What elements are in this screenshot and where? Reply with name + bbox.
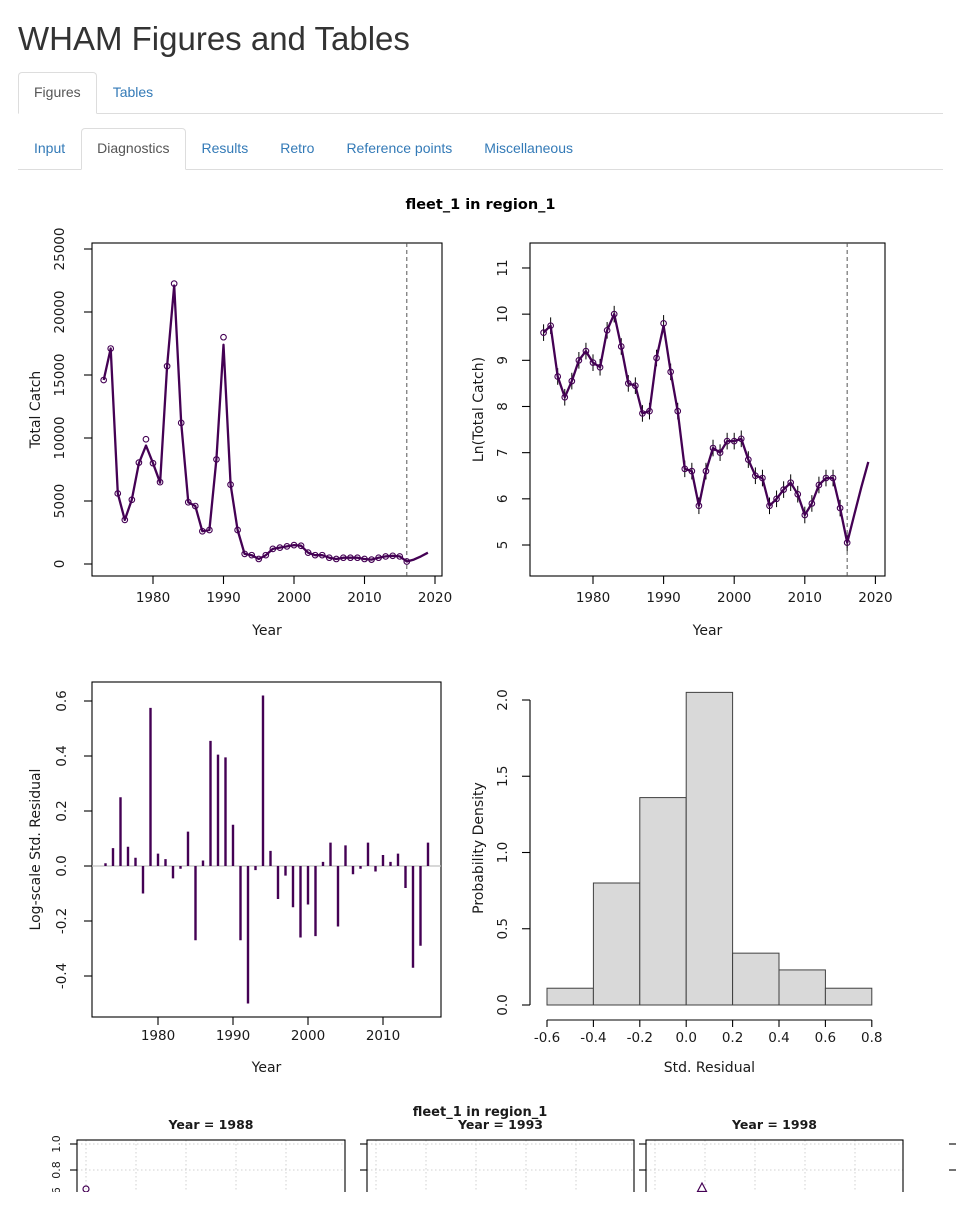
tab-reference-points[interactable]: Reference points <box>330 128 468 170</box>
svg-text:0: 0 <box>52 559 68 568</box>
svg-text:10: 10 <box>495 305 511 322</box>
tab-results[interactable]: Results <box>186 128 265 170</box>
tab-retro[interactable]: Retro <box>264 128 330 170</box>
svg-text:-0.6: -0.6 <box>534 1030 560 1046</box>
svg-text:1990: 1990 <box>216 1028 250 1044</box>
chart-residual-histogram: 0.0 0.5 1.0 1.5 2.0 -0.6 -0.4 -0.2 0.0 0.2 0.4 0.6 0… <box>471 689 883 1076</box>
svg-text:1.5: 1.5 <box>495 765 511 786</box>
diagnostics-figure-area: fleet_1 in region_1 0 5000 10000 15000 20000… <box>0 170 961 1192</box>
svg-text:7: 7 <box>495 448 511 457</box>
svg-text:Year: Year <box>251 623 282 639</box>
svg-text:fleet_1 in region_1: fleet_1 in region_1 <box>413 1105 548 1120</box>
secondary-tab-bar: Input Diagnostics Results Retro Referenc… <box>18 127 943 170</box>
svg-text:2.0: 2.0 <box>495 689 511 710</box>
svg-text:2010: 2010 <box>366 1028 400 1044</box>
svg-text:0.0: 0.0 <box>675 1030 696 1046</box>
svg-text:15000: 15000 <box>52 353 68 396</box>
svg-text:0.6: 0.6 <box>54 690 70 711</box>
svg-text:1980: 1980 <box>141 1028 175 1044</box>
svg-text:6: 6 <box>495 494 511 503</box>
svg-text:1990: 1990 <box>206 590 240 606</box>
tab-diagnostics[interactable]: Diagnostics <box>81 127 186 170</box>
svg-text:Year: Year <box>251 1060 282 1076</box>
chart-log-scale-std-residual: -0.4 -0.2 0.0 0.2 0.4 0.6 1980 1990 2000 2010 Year… <box>28 681 442 1076</box>
svg-text:0.8: 0.8 <box>861 1030 882 1046</box>
svg-text:2000: 2000 <box>277 590 311 606</box>
primary-tab-bar: Figures Tables <box>18 72 943 114</box>
svg-text:0.0: 0.0 <box>495 994 511 1015</box>
svg-text:2020: 2020 <box>418 590 452 606</box>
tab-diagnostics-link[interactable]: Diagnostics <box>81 127 186 170</box>
svg-text:0.4: 0.4 <box>768 1030 789 1046</box>
svg-text:1.0: 1.0 <box>495 842 511 863</box>
svg-text:Year: Year <box>692 623 723 639</box>
page-title: WHAM Figures and Tables <box>18 20 410 57</box>
svg-text:2010: 2010 <box>347 590 381 606</box>
svg-text:Ln(Total Catch): Ln(Total Catch) <box>471 357 487 462</box>
tab-input-link[interactable]: Input <box>34 139 66 156</box>
svg-text:Probability Density: Probability Density <box>471 782 487 914</box>
svg-text:5000: 5000 <box>52 484 68 518</box>
svg-text:2000: 2000 <box>717 590 751 606</box>
tab-retro-link[interactable]: Retro <box>280 139 315 156</box>
svg-text:8: 8 <box>495 402 511 411</box>
svg-text:20000: 20000 <box>52 290 68 333</box>
svg-text:2000: 2000 <box>291 1028 325 1044</box>
figure-title: fleet_1 in region_1 <box>405 196 556 213</box>
tab-figures[interactable]: Figures <box>18 72 97 114</box>
svg-text:0.6: 0.6 <box>815 1030 836 1046</box>
svg-text:Year = 1993: Year = 1993 <box>457 1117 543 1132</box>
tab-tables-link[interactable]: Tables <box>112 84 154 100</box>
svg-text:2010: 2010 <box>788 590 822 606</box>
svg-text:25000: 25000 <box>52 227 68 270</box>
tab-miscellaneous-link[interactable]: Miscellaneous <box>484 139 573 156</box>
svg-text:0.2: 0.2 <box>722 1030 743 1046</box>
svg-text:1980: 1980 <box>136 590 170 606</box>
svg-text:1.0: 1.0 <box>50 1135 63 1153</box>
svg-text:-0.4: -0.4 <box>54 963 70 989</box>
svg-text:0.2: 0.2 <box>54 800 70 821</box>
tab-figures-link[interactable]: Figures <box>18 72 97 114</box>
svg-text:0.4: 0.4 <box>54 745 70 766</box>
svg-text:Year = 1988: Year = 1988 <box>168 1117 254 1132</box>
svg-text:-0.2: -0.2 <box>54 908 70 934</box>
svg-text:-0.4: -0.4 <box>580 1030 606 1046</box>
chart-total-catch: 0 5000 10000 15000 20000 25000 1980 1990 2000 201… <box>28 227 452 639</box>
svg-text:1980: 1980 <box>576 590 610 606</box>
svg-text:0.5: 0.5 <box>495 918 511 939</box>
tab-reference-points-link[interactable]: Reference points <box>346 139 453 156</box>
chart-age-comp-panels: fleet_1 in region_1 Year = 1988 Year = 199… <box>50 1105 956 1192</box>
svg-text:Total Catch: Total Catch <box>28 370 44 449</box>
chart-ln-total-catch: 5 6 7 8 9 10 11 1980 1990 2000 2010 2020 Year Ln(Tota… <box>471 242 893 639</box>
svg-text:11: 11 <box>495 259 511 276</box>
svg-text:Log-scale Std. Residual: Log-scale Std. Residual <box>28 768 44 930</box>
svg-text:9: 9 <box>495 356 511 365</box>
svg-text:-0.2: -0.2 <box>627 1030 653 1046</box>
svg-text:Year = 1998: Year = 1998 <box>731 1117 817 1132</box>
wham-report-page: { "page": { "title": "WHAM Figures and T… <box>0 20 961 1219</box>
svg-text:5: 5 <box>495 540 511 549</box>
tab-input[interactable]: Input <box>18 128 81 170</box>
svg-text:10000: 10000 <box>52 416 68 459</box>
svg-text:2020: 2020 <box>858 590 892 606</box>
svg-text:Std. Residual: Std. Residual <box>664 1060 755 1076</box>
svg-text:0.6: 0.6 <box>50 1187 63 1192</box>
tab-tables[interactable]: Tables <box>97 72 169 114</box>
svg-text:0.8: 0.8 <box>50 1161 63 1179</box>
tab-results-link[interactable]: Results <box>201 139 249 156</box>
tab-miscellaneous[interactable]: Miscellaneous <box>468 128 589 170</box>
svg-text:0.0: 0.0 <box>54 855 70 876</box>
svg-text:1990: 1990 <box>646 590 680 606</box>
